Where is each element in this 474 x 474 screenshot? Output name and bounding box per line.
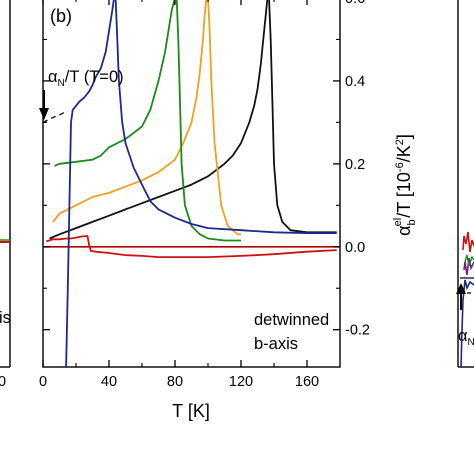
right-panel-green-trace [464, 254, 474, 267]
right-panel-red-trace [462, 231, 474, 253]
series-line-5 [65, 0, 337, 367]
series-line-2 [49, 0, 337, 240]
right-panel-alpha-n-label: αN [458, 327, 474, 348]
x-tick-label: 0 [39, 374, 47, 390]
y-tick-label: 0.6 [345, 0, 365, 7]
plot-frame [42, 0, 341, 368]
alpha-n-label: αN/T (T=0) [48, 68, 124, 89]
y-tick-label: 0.4 [345, 74, 365, 90]
series-line-4 [54, 0, 241, 242]
right-neighbor-panel: αN [456, 0, 474, 368]
x-tick-label: 40 [101, 374, 117, 390]
series-line-1 [46, 235, 337, 258]
x-tick-label: 160 [295, 374, 319, 390]
x-axis-title: T [K] [172, 401, 210, 421]
left-panel-partial-text: is [0, 309, 11, 327]
ticks-layer: 0 40 80 120 160 -0.2 0.0 0.2 0.4 0.6 [39, 0, 370, 390]
series-layer [43, 0, 337, 367]
down-arrow-icon [39, 90, 49, 120]
right-panel-arrow [456, 283, 466, 310]
right-panel-blue-trace [460, 279, 474, 368]
left-neighbor-panel: is 0 [0, 0, 11, 390]
y-tick-label: 0.0 [345, 240, 365, 256]
main-panel: 0 40 80 120 160 -0.2 0.0 0.2 0.4 0.6 (b) αN/T (T=… [39, 0, 418, 421]
detwinned-label-line1: detwinned [254, 311, 329, 329]
y-axis-title: αbel/T [10-6/K2] [392, 134, 418, 236]
series-line-3 [52, 0, 241, 236]
y-tick-label: -0.2 [345, 323, 370, 339]
x-tick-label: 80 [167, 374, 183, 390]
right-panel-purple-trace [463, 257, 474, 276]
alpha-n-annotation: αN/T (T=0) [39, 68, 124, 120]
panel-label: (b) [50, 6, 72, 26]
y-tick-label: 0.2 [345, 157, 365, 173]
dashed-extrapolation-line [43, 111, 67, 123]
x-tick-label: 120 [229, 374, 253, 390]
detwinned-label-line2: b-axis [254, 335, 298, 353]
left-panel-x-tick-label: 0 [0, 374, 6, 390]
